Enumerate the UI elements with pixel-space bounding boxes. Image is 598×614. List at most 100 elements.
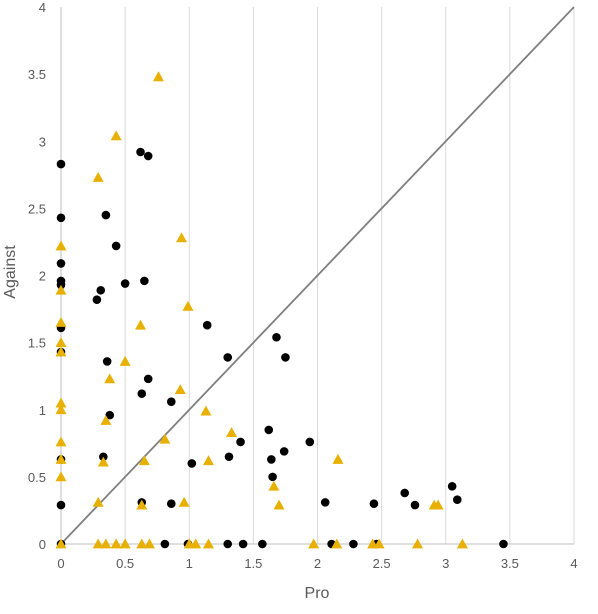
y-tick-label: 2: [39, 269, 46, 284]
x-tick-label: 2: [314, 556, 321, 571]
data-point-circle: [499, 539, 508, 549]
data-point-circle: [136, 147, 145, 157]
data-point-circle: [56, 259, 66, 268]
data-point-triangle: [100, 538, 112, 549]
x-tick-label: 3.5: [501, 556, 519, 571]
x-tick-label: 2.5: [373, 556, 391, 571]
data-point-triangle: [92, 538, 104, 549]
data-point-triangle: [55, 316, 67, 327]
data-point-circle: [320, 498, 330, 507]
data-point-triangle: [456, 538, 468, 549]
data-point-circle: [166, 499, 176, 509]
data-point-circle: [187, 459, 197, 468]
data-point-circle: [369, 499, 379, 509]
data-point-triangle: [138, 455, 150, 466]
data-point-triangle: [55, 346, 67, 357]
data-point-circle: [101, 210, 111, 220]
data-point-triangle: [182, 300, 194, 311]
data-point-triangle: [176, 232, 188, 243]
x-tick-label: 1: [186, 556, 193, 571]
x-tick-label: 0: [57, 556, 64, 571]
data-point-triangle: [226, 427, 238, 437]
data-point-triangle: [190, 538, 202, 549]
data-point-circle: [400, 488, 410, 498]
data-point-circle: [279, 447, 289, 456]
data-point-triangle: [135, 319, 147, 330]
y-tick-label: 0.5: [28, 470, 46, 485]
data-point-circle: [447, 481, 457, 491]
data-point-circle: [452, 495, 462, 504]
data-point-triangle: [159, 433, 171, 444]
data-point-triangle: [373, 538, 385, 549]
data-point-triangle: [432, 499, 444, 510]
data-point-triangle: [412, 538, 424, 549]
data-point-triangle: [55, 404, 67, 415]
data-point-circle: [92, 295, 102, 304]
data-point-triangle: [202, 455, 214, 466]
data-point-triangle: [55, 397, 67, 408]
data-point-circle: [258, 539, 267, 549]
tick-labels: 0 0.5 1 1.5 2 2.5 3 3.5 4 0 0.5 1 1.5 2 2.5 3 3.5 4: [28, 0, 578, 571]
data-point-circle: [305, 437, 315, 447]
data-point-circle: [143, 374, 153, 384]
data-point-triangle: [97, 456, 109, 467]
data-point-triangle: [104, 373, 116, 384]
y-tick-label: 0: [39, 537, 46, 552]
data-point-circle: [223, 539, 233, 549]
y-tick-label: 3.5: [28, 67, 46, 82]
data-point-triangle: [55, 471, 67, 482]
data-point-circle: [410, 500, 420, 510]
data-point-circle: [166, 397, 176, 406]
data-point-triangle: [136, 499, 148, 510]
data-point-circle: [105, 410, 115, 420]
y-axis-title: Against: [2, 245, 19, 299]
data-point-triangle: [55, 337, 67, 348]
data-point-circle: [56, 500, 66, 510]
data-point-triangle: [100, 414, 112, 425]
data-point-circle: [96, 285, 106, 295]
data-point-triangle: [55, 436, 67, 447]
y-tick-label: 4: [39, 0, 46, 15]
data-point-circle: [268, 472, 277, 482]
data-point-circle: [281, 353, 290, 362]
data-point-triangle: [136, 538, 148, 549]
data-point-circle: [137, 389, 147, 398]
data-point-circle: [202, 320, 212, 330]
data-point-circle: [349, 539, 358, 549]
y-tick-label: 1.5: [28, 336, 46, 351]
data-point-circle: [120, 279, 130, 288]
x-tick-label: 1.5: [244, 556, 262, 571]
data-point-circle: [56, 213, 66, 223]
reference-line: [60, 6, 575, 545]
data-point-circle: [236, 437, 245, 447]
data-point-triangle: [55, 284, 67, 295]
data-point-triangle: [110, 538, 122, 549]
data-point-circle: [143, 151, 153, 161]
x-tick-label: 0.5: [116, 556, 134, 571]
data-point-triangle: [143, 538, 155, 549]
data-point-triangle: [273, 499, 285, 510]
data-point-triangle: [202, 538, 214, 549]
data-point-triangle: [92, 171, 104, 182]
x-axis-title: Pro: [305, 585, 330, 602]
data-point-circle: [102, 357, 112, 366]
data-point-circle: [224, 452, 234, 462]
data-point-circle: [56, 159, 66, 169]
data-point-triangle: [308, 538, 320, 549]
data-point-triangle: [332, 453, 344, 464]
x-tick-label: 4: [570, 556, 577, 571]
y-tick-label: 2.5: [28, 201, 46, 216]
data-point-circle: [272, 332, 281, 342]
data-point-triangle: [92, 496, 104, 507]
data-point-triangle: [55, 538, 67, 549]
data-point-triangle: [55, 453, 67, 464]
data-point-triangle: [55, 240, 67, 251]
y-tick-label: 3: [39, 134, 46, 149]
data-point-triangle: [331, 538, 343, 549]
data-point-triangle: [174, 384, 186, 395]
data-point-circle: [111, 241, 121, 251]
data-point-triangle: [110, 130, 122, 141]
data-point-triangle: [200, 405, 212, 416]
data-point-circle: [140, 276, 149, 286]
